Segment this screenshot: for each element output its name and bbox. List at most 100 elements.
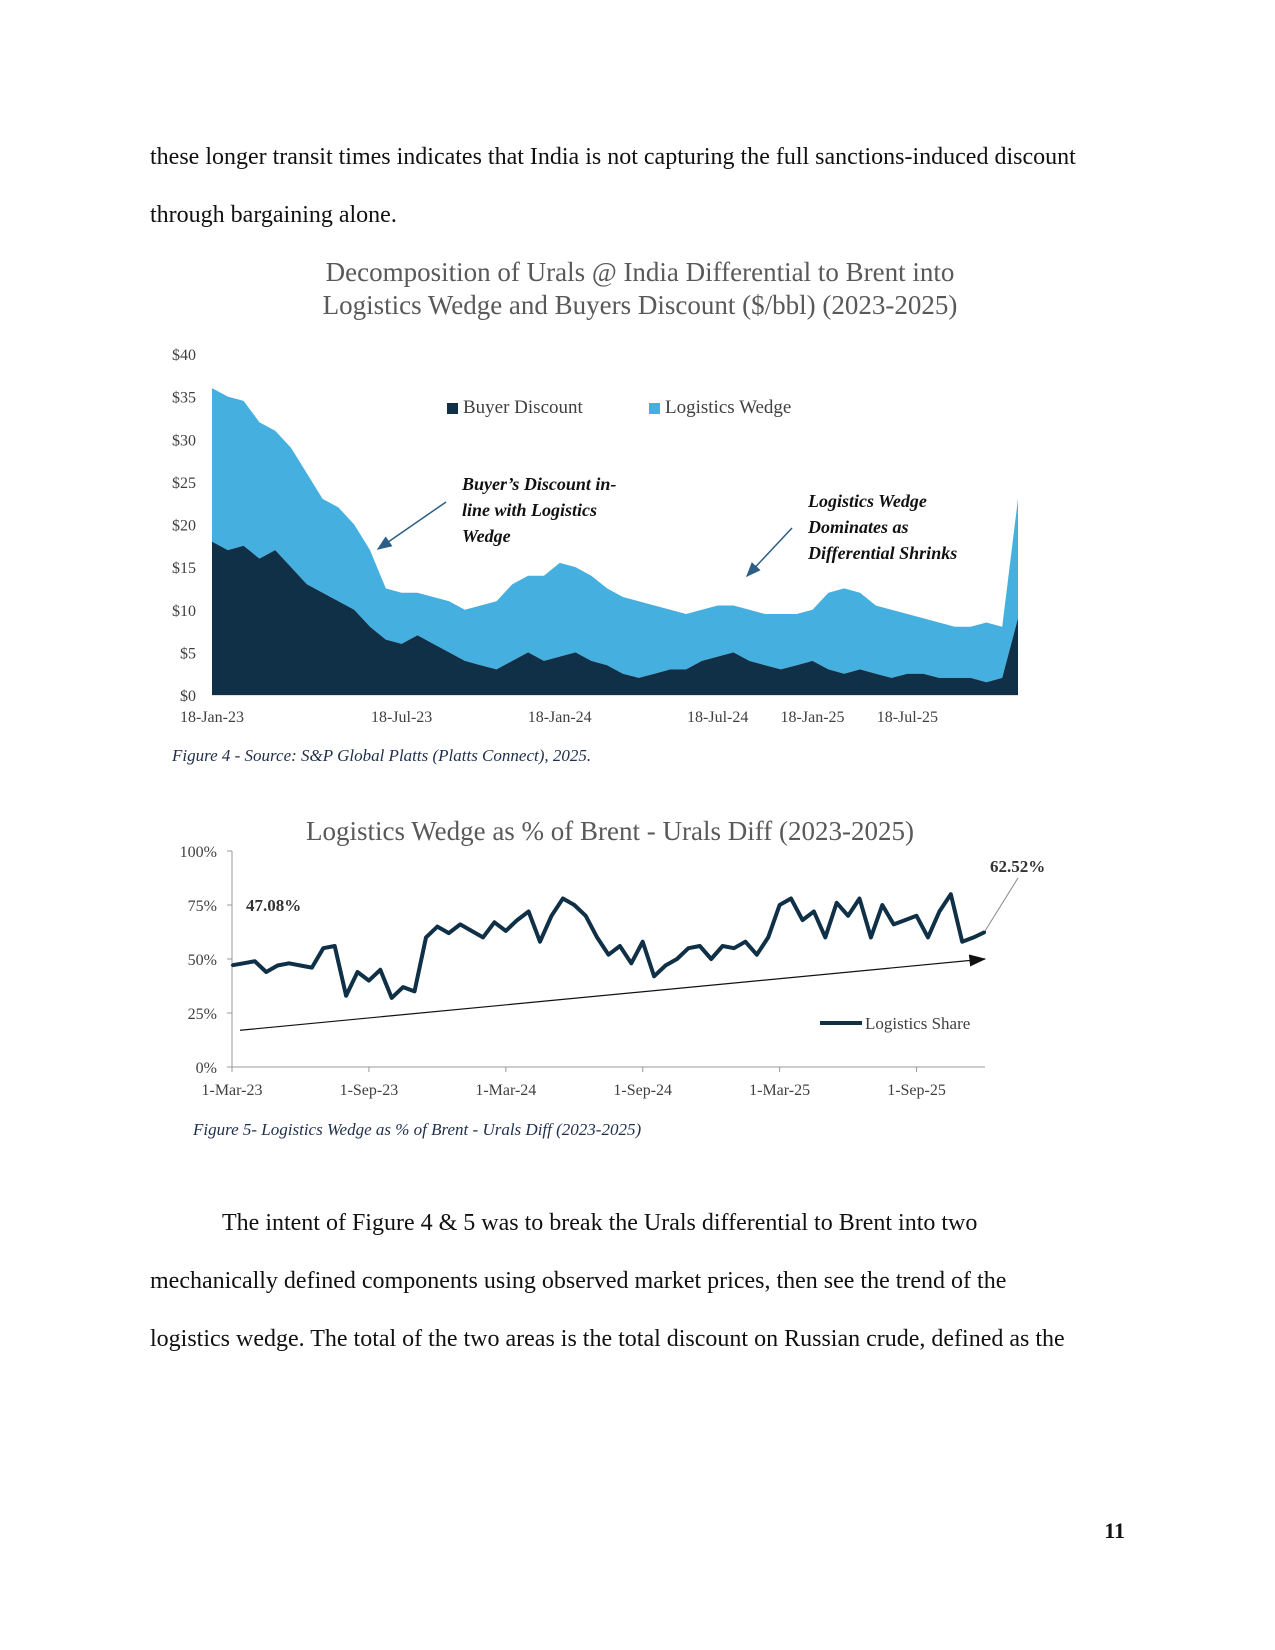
buyer-discount-area <box>212 541 1018 695</box>
figure4-caption: Figure 4 - Source: S&P Global Platts (Pl… <box>172 746 592 765</box>
body-line: these longer transit times indicates tha… <box>150 144 1076 170</box>
legend-swatch-buyer-discount <box>447 403 458 414</box>
y-tick-label: $15 <box>172 560 196 577</box>
data-point <box>778 903 781 907</box>
x-tick-label: 1-Sep-24 <box>613 1082 672 1099</box>
data-point <box>538 940 542 943</box>
y-tick-label: $20 <box>172 518 196 535</box>
figure5-start-label: 47.08% <box>246 896 301 915</box>
data-point <box>664 964 667 967</box>
data-point <box>641 940 644 943</box>
x-tick-label: 1-Mar-25 <box>749 1082 810 1099</box>
data-point <box>584 914 587 917</box>
data-point <box>630 962 633 965</box>
figure5-points <box>230 893 987 1000</box>
x-tick-label: 1-Sep-25 <box>887 1082 946 1099</box>
data-point <box>755 953 758 956</box>
figure5-end-label: 62.52% <box>990 857 1045 876</box>
logistics-wedge-area <box>212 388 1018 683</box>
data-point <box>550 914 553 917</box>
data-point <box>710 957 713 961</box>
annotation-line: Differential Shrinks <box>807 543 957 563</box>
data-point <box>287 962 291 965</box>
x-tick-label: 18-Jan-25 <box>781 709 845 726</box>
legend-label-buyer-discount: Buyer Discount <box>463 397 584 418</box>
y-tick-label: $35 <box>172 390 196 407</box>
data-point <box>744 940 747 943</box>
figure5-chart: 0% 25% 50% 75% 100% 1-Mar-23 1-Sep-23 1-Mar-24 1… <box>180 844 1046 1099</box>
figure4-chart: $0 $5 $10 $15 $20 $25 $30 $35 $40 18-Jan-23 18-Jul… <box>172 347 1018 726</box>
data-point <box>903 918 907 922</box>
data-point <box>447 931 450 935</box>
annotation-line: Logistics Wedge <box>807 491 927 511</box>
data-point <box>824 936 827 939</box>
legend-label-logistics-wedge: Logistics Wedge <box>665 397 791 418</box>
data-point <box>344 994 348 997</box>
data-point <box>230 964 234 967</box>
x-tick-label: 18-Jul-25 <box>877 709 938 726</box>
data-point <box>561 897 565 900</box>
data-point <box>390 996 393 1000</box>
y-tick-label: 50% <box>188 952 217 969</box>
data-point <box>618 944 622 948</box>
data-point <box>310 966 314 969</box>
data-point <box>516 918 519 922</box>
data-point <box>253 960 256 963</box>
data-point <box>812 910 816 913</box>
x-tick-label: 1-Sep-23 <box>340 1082 399 1099</box>
data-point <box>265 970 268 974</box>
legend-label-logistics-share: Logistics Share <box>865 1014 970 1033</box>
data-point <box>858 897 861 900</box>
data-point <box>379 968 382 971</box>
data-point <box>299 964 302 967</box>
data-point <box>961 940 964 943</box>
figure5-axes: 0% 25% 50% 75% 100% 1-Mar-23 1-Sep-23 1-Mar-24 1… <box>180 844 985 1099</box>
annotation-arrow-right <box>745 527 793 578</box>
data-point <box>949 893 952 896</box>
data-point <box>436 925 439 928</box>
data-point <box>767 936 770 939</box>
body-line: logistics wedge. The total of the two ar… <box>150 1326 1065 1352</box>
figure4-annotation-right: Logistics Wedge Dominates as Differentia… <box>807 491 957 563</box>
data-point <box>493 921 496 924</box>
y-tick-label: 100% <box>180 844 217 861</box>
data-point <box>983 930 987 934</box>
y-tick-label: $5 <box>180 645 196 662</box>
y-tick-label: $0 <box>180 688 196 705</box>
annotation-line: Buyer’s Discount in- <box>461 474 616 494</box>
data-point <box>801 918 804 922</box>
data-point <box>607 953 610 956</box>
data-point <box>732 947 736 950</box>
data-point <box>835 901 838 904</box>
data-point <box>504 929 507 933</box>
data-point <box>789 897 793 900</box>
figure4-legend: Buyer Discount Logistics Wedge <box>447 397 791 418</box>
data-point <box>721 944 724 948</box>
annotation-line: Dominates as <box>807 517 909 537</box>
body-paragraph-top: these longer transit times indicates tha… <box>150 128 1130 244</box>
y-tick-label: $10 <box>172 603 196 620</box>
figure4-annotation-left: Buyer’s Discount in- line with Logistics… <box>461 474 616 546</box>
data-point <box>926 936 930 939</box>
data-point <box>424 936 428 939</box>
data-point <box>459 923 462 926</box>
figure5-end-label-leader <box>984 877 1019 932</box>
data-point <box>938 910 941 913</box>
data-point <box>333 944 336 948</box>
x-tick-label: 18-Jul-23 <box>371 709 432 726</box>
y-tick-label: $30 <box>172 432 196 449</box>
data-point <box>869 936 873 939</box>
data-point <box>892 923 895 926</box>
data-point <box>972 936 975 939</box>
figure4-title-line2: Logistics Wedge and Buyers Discount ($/b… <box>322 290 958 320</box>
figure4-title-line1: Decomposition of Urals @ India Different… <box>325 257 955 287</box>
y-tick-label: 25% <box>188 1006 217 1023</box>
data-point <box>527 910 530 913</box>
figure4-areas <box>212 388 1018 695</box>
annotation-line: line with Logistics <box>462 500 597 520</box>
body-paragraph-bottom: The intent of Figure 4 & 5 was to break … <box>150 1194 1130 1368</box>
figure5-title: Logistics Wedge as % of Brent - Urals Di… <box>306 816 914 846</box>
data-point <box>573 903 576 907</box>
data-point <box>687 947 690 950</box>
y-tick-label: 0% <box>196 1060 217 1077</box>
